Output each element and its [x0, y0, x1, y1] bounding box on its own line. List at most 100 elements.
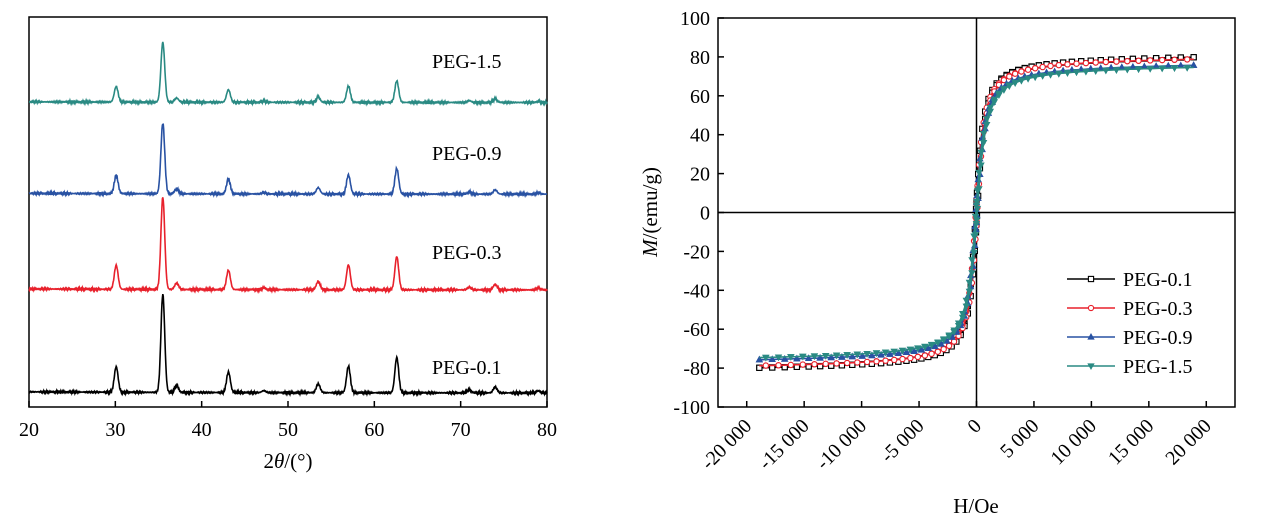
mh-data-point — [934, 348, 941, 355]
mh-data-point — [1032, 65, 1039, 72]
mh-data-point — [940, 346, 947, 353]
mh-y-tick-label: 0 — [700, 203, 710, 225]
mh-data-point — [1012, 70, 1019, 77]
mh-data-point — [774, 354, 783, 362]
mh-data-point — [1047, 62, 1054, 70]
mh-data-point — [804, 354, 813, 362]
mh-y-tick-label: 100 — [680, 8, 710, 30]
xrd-x-tick-label: 30 — [105, 419, 125, 441]
mh-data-point — [858, 352, 866, 359]
mh-legend-label: PEG-0.3 — [1123, 298, 1192, 320]
mh-data-point — [1024, 66, 1032, 73]
mh-y-tick-label: -40 — [683, 280, 710, 302]
mh-data-point — [891, 356, 898, 364]
mh-data-point — [898, 347, 907, 355]
mh-data-point — [799, 353, 807, 361]
mh-y-tick-label: -80 — [683, 358, 710, 380]
mh-data-point — [940, 337, 948, 344]
mh-data-point — [1006, 73, 1013, 80]
mh-y-tick-label: 40 — [690, 125, 710, 147]
xrd-series-label: PEG-0.3 — [432, 242, 501, 264]
mh-data-point — [1112, 67, 1121, 74]
mh-y-tick-label: -20 — [683, 241, 710, 263]
mh-data-point — [914, 345, 922, 353]
mh-data-point — [1082, 59, 1090, 67]
mh-data-point — [1039, 63, 1046, 71]
mh-x-tick-label: -20 000 — [697, 415, 756, 474]
mh-data-point — [868, 351, 876, 359]
mh-data-point — [1046, 72, 1055, 79]
xrd-x-tick-label: 40 — [192, 419, 212, 441]
xrd-plot-frame — [28, 16, 548, 408]
mh-data-point — [843, 352, 851, 359]
mh-data-point — [1031, 74, 1039, 82]
mh-data-point — [1073, 60, 1080, 67]
xrd-series-labels: PEG-0.1 PEG-0.3 PEG-0.9 PEG-1.5 — [432, 51, 501, 379]
mh-data-point — [962, 303, 970, 311]
mh-data-point — [950, 329, 958, 336]
mh-data-point — [975, 186, 983, 193]
mh-data-point — [1113, 58, 1120, 65]
mh-data-point — [970, 249, 978, 257]
mh-data-point — [890, 348, 898, 356]
xrd-series-group — [28, 41, 548, 398]
mh-data-point — [910, 347, 918, 354]
mh-data-point — [927, 342, 936, 349]
mh-data-point — [811, 361, 818, 368]
mh-data-point — [822, 360, 829, 368]
mh-series-peg-1.5 — [759, 64, 1194, 362]
mh-data-point — [1171, 56, 1178, 63]
mh-data-point — [1170, 65, 1179, 72]
mh-data-point — [810, 353, 819, 361]
mh-data-point — [1011, 80, 1019, 87]
hysteresis-chart: -100 -80 -60 -40 -20 0 20 40 60 80 100 -20 000-15 0… — [638, 8, 1236, 518]
mh-data-point — [954, 322, 963, 330]
mh-data-point — [881, 349, 890, 357]
xrd-x-tick-label: 60 — [364, 419, 384, 441]
mh-data-point — [945, 333, 953, 341]
mh-x-tick-label: 5 000 — [996, 415, 1043, 462]
mh-legend-label: PEG-0.1 — [1123, 269, 1192, 291]
mh-data-point — [787, 361, 794, 369]
mh-data-point — [1024, 76, 1032, 83]
mh-y-tick-label: 20 — [690, 164, 710, 186]
mh-data-point — [1134, 66, 1143, 74]
mh-data-point — [1017, 77, 1026, 85]
xrd-series-label: PEG-0.1 — [432, 357, 501, 379]
mh-data-point — [924, 344, 932, 352]
xrd-chart: 20 30 40 50 60 70 80 PEG-0.1PEG-0.3PEG-0.9PEG-… — [19, 16, 557, 473]
mh-data-point — [873, 358, 880, 365]
mh-data-point — [799, 361, 806, 368]
mh-data-point — [886, 350, 894, 357]
mh-data-point — [899, 355, 906, 363]
mh-data-point — [854, 359, 861, 366]
mh-data-point — [838, 353, 846, 360]
mh-data-point — [972, 217, 981, 224]
mh-data-point — [907, 354, 914, 362]
mh-data-point — [1038, 73, 1047, 80]
mh-x-tick-label: 20 000 — [1161, 415, 1215, 469]
mh-data-point — [979, 140, 988, 147]
xrd-x-axis-label: 2θ/(°) — [263, 449, 312, 473]
mh-data-point — [816, 353, 824, 361]
xrd-series-label: PEG-0.9 — [432, 143, 501, 165]
mh-data-point — [906, 346, 915, 354]
mh-data-point — [1055, 71, 1063, 78]
mh-data-point — [1184, 56, 1191, 63]
mh-data-point — [1018, 68, 1025, 75]
mh-data-point — [872, 350, 881, 358]
mh-data-point — [832, 352, 841, 360]
mh-data-point — [843, 359, 851, 367]
mh-data-point — [1135, 57, 1142, 64]
mh-data-point — [1055, 62, 1062, 69]
mh-data-point — [1183, 64, 1191, 72]
mh-data-point — [1159, 56, 1166, 64]
mh-y-tick-label: -60 — [683, 319, 710, 341]
mh-data-point — [1005, 83, 1013, 90]
mh-data-point — [902, 348, 911, 356]
mh-x-tick-label: -10 000 — [812, 415, 871, 474]
mh-data-point — [1124, 58, 1131, 65]
mh-data-point — [768, 355, 776, 363]
mh-data-point — [781, 355, 789, 362]
